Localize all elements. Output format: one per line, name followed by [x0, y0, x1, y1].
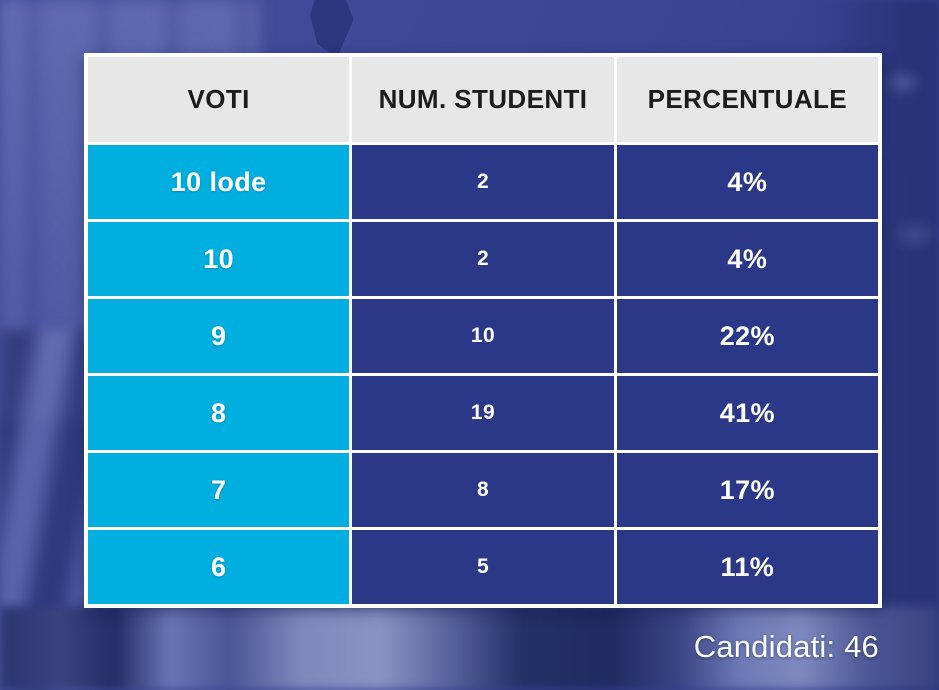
- cell-voto: 6: [88, 530, 350, 604]
- background-flag-silhouette: [310, 0, 354, 58]
- cell-studenti: 19: [352, 376, 614, 450]
- cell-percentuale: 17%: [616, 453, 878, 527]
- cell-voto: 7: [88, 453, 350, 527]
- cell-percentuale: 22%: [616, 299, 878, 373]
- cell-voto: 8: [88, 376, 350, 450]
- cell-percentuale: 11%: [616, 530, 878, 604]
- candidates-total-note: Candidati: 46: [693, 629, 879, 664]
- cell-voto: 10: [88, 222, 350, 296]
- cell-percentuale: 4%: [616, 222, 878, 296]
- cell-studenti: 5: [352, 530, 614, 604]
- cell-percentuale: 4%: [616, 145, 878, 219]
- cell-studenti: 2: [352, 222, 614, 296]
- cell-percentuale: 41%: [616, 376, 878, 450]
- header-voti: VOTI: [88, 57, 350, 142]
- background-people-left: [0, 330, 90, 690]
- cell-studenti: 10: [352, 299, 614, 373]
- header-percentuale: PERCENTUALE: [616, 57, 878, 142]
- header-num-studenti: NUM. STUDENTI: [352, 57, 614, 142]
- cell-studenti: 2: [352, 145, 614, 219]
- cell-voto: 9: [88, 299, 350, 373]
- cell-voto: 10 lode: [88, 145, 350, 219]
- cell-studenti: 8: [352, 453, 614, 527]
- results-table: VOTI NUM. STUDENTI PERCENTUALE 10 lode 2…: [84, 53, 882, 608]
